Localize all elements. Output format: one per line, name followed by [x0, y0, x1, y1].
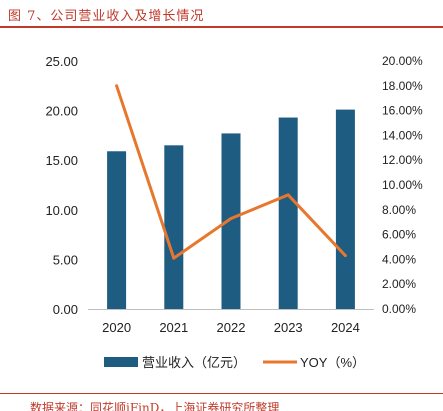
- x-tick-label: 2023: [274, 320, 303, 335]
- figure-source: 数据来源：同花顺iFinD，上海证券研究所整理: [30, 401, 280, 411]
- right-tick-label: 16.00%: [382, 104, 423, 118]
- bar-series: [107, 109, 355, 309]
- right-tick-label: 0.00%: [382, 302, 416, 316]
- right-tick-label: 4.00%: [382, 252, 416, 266]
- left-tick-label: 25.00: [45, 54, 78, 69]
- yoy-point-2022: [229, 216, 233, 220]
- right-tick-label: 10.00%: [382, 178, 423, 192]
- left-tick-label: 0.00: [53, 302, 78, 317]
- legend-line-label: YOY（%）: [300, 355, 365, 370]
- right-tick-label: 8.00%: [382, 203, 416, 217]
- bar-2020: [107, 151, 127, 309]
- right-tick-label: 2.00%: [382, 277, 416, 291]
- left-axis: 0.00 5.00 10.00 15.00 20.00 25.00: [45, 54, 78, 317]
- bar-2023: [278, 117, 298, 309]
- legend-bar-swatch: [104, 357, 138, 367]
- legend: 营业收入（亿元） YOY（%）: [104, 355, 365, 370]
- x-tick-label: 2020: [102, 320, 131, 335]
- figure-header: 图 7、公司营业收入及增长情况: [0, 0, 443, 28]
- line-series: [115, 84, 347, 260]
- legend-bar-label: 营业收入（亿元）: [142, 355, 246, 370]
- left-tick-label: 10.00: [45, 203, 78, 218]
- bar-2021: [164, 145, 184, 309]
- yoy-point-2024: [343, 254, 347, 258]
- yoy-point-2021: [172, 256, 176, 260]
- left-tick-label: 5.00: [53, 252, 78, 267]
- left-tick-label: 15.00: [45, 153, 78, 168]
- chart: 0.00 5.00 10.00 15.00 20.00 25.00 0.00% 2.00% 4…: [45, 54, 423, 370]
- right-tick-label: 6.00%: [382, 228, 416, 242]
- yoy-point-2023: [286, 193, 290, 197]
- x-axis-ticks: 2020 2021 2022 2023 2024: [102, 320, 360, 335]
- bar-2024: [335, 109, 355, 309]
- x-tick-label: 2021: [159, 320, 188, 335]
- left-tick-label: 20.00: [45, 104, 78, 119]
- right-tick-label: 14.00%: [382, 128, 423, 142]
- x-tick-label: 2022: [217, 320, 246, 335]
- bar-2022: [221, 133, 241, 309]
- x-tick-label: 2024: [331, 320, 360, 335]
- figure-footer: 数据来源：同花顺iFinD，上海证券研究所整理: [0, 393, 443, 411]
- right-tick-label: 20.00%: [382, 54, 423, 68]
- right-axis: 0.00% 2.00% 4.00% 6.00% 8.00% 10.00% 12.00% 14.…: [382, 54, 423, 316]
- right-tick-label: 12.00%: [382, 153, 423, 167]
- right-tick-label: 18.00%: [382, 79, 423, 93]
- yoy-point-2020: [115, 84, 119, 88]
- figure-title: 图 7、公司营业收入及增长情况: [8, 9, 205, 24]
